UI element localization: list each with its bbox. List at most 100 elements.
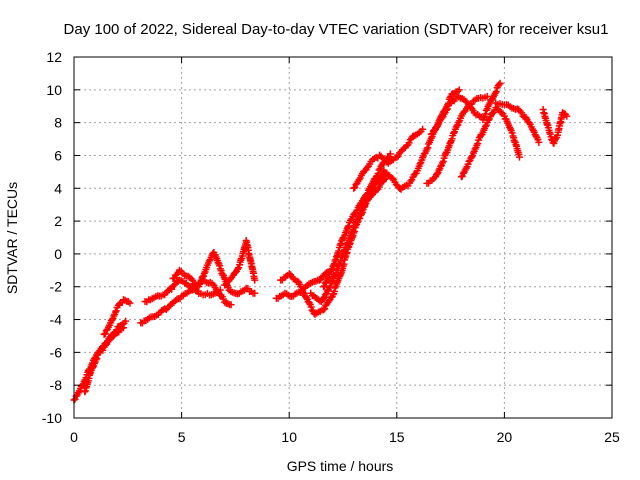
data-point bbox=[535, 138, 543, 146]
data-point bbox=[438, 114, 446, 122]
data-point bbox=[92, 356, 100, 364]
x-tick-label: 10 bbox=[281, 429, 297, 445]
data-point bbox=[375, 183, 383, 191]
data-point bbox=[251, 289, 259, 297]
y-tick-label: -2 bbox=[50, 279, 63, 295]
data-point bbox=[251, 276, 259, 284]
data-point bbox=[321, 305, 329, 313]
y-tick-label: -10 bbox=[42, 410, 62, 426]
data-point bbox=[327, 266, 335, 274]
data-point bbox=[352, 219, 360, 227]
data-point bbox=[374, 169, 382, 177]
data-point bbox=[492, 88, 500, 96]
data-point bbox=[119, 324, 127, 332]
data-point bbox=[386, 150, 394, 158]
x-tick-label: 25 bbox=[604, 429, 620, 445]
data-point bbox=[468, 153, 476, 161]
data-point bbox=[518, 109, 526, 117]
x-tick-label: 20 bbox=[497, 429, 513, 445]
data-point bbox=[111, 308, 119, 316]
data-point bbox=[394, 152, 402, 160]
x-tick-label: 5 bbox=[178, 429, 186, 445]
y-tick-label: 12 bbox=[46, 49, 62, 65]
y-tick-label: 0 bbox=[54, 246, 62, 262]
y-tick-label: -4 bbox=[50, 312, 63, 328]
data-point bbox=[320, 306, 328, 314]
data-point bbox=[439, 157, 447, 165]
data-point bbox=[388, 174, 396, 182]
data-point bbox=[496, 79, 504, 87]
data-point bbox=[364, 190, 372, 198]
data-point bbox=[196, 280, 204, 288]
data-point bbox=[307, 303, 315, 311]
x-tick-label: 0 bbox=[70, 429, 78, 445]
data-point bbox=[126, 299, 134, 307]
data-point bbox=[319, 294, 327, 302]
data-point bbox=[100, 330, 108, 338]
data-point bbox=[321, 291, 329, 299]
y-axis-label: SDTVAR / TECUs bbox=[4, 182, 20, 294]
data-point bbox=[297, 283, 305, 291]
data-point bbox=[419, 125, 427, 133]
data-point bbox=[563, 112, 571, 120]
data-point bbox=[381, 175, 389, 183]
y-tick-label: 8 bbox=[54, 115, 62, 131]
data-point bbox=[483, 92, 491, 100]
data-point bbox=[463, 98, 471, 106]
data-point bbox=[442, 106, 450, 114]
data-point bbox=[112, 307, 120, 315]
data-point bbox=[189, 276, 197, 284]
data-point bbox=[224, 300, 232, 308]
y-tick-label: -8 bbox=[50, 377, 63, 393]
data-point bbox=[474, 139, 482, 147]
data-point bbox=[455, 86, 463, 94]
x-axis-label: GPS time / hours bbox=[287, 458, 394, 474]
data-point bbox=[481, 122, 489, 130]
data-point bbox=[325, 297, 333, 305]
data-point bbox=[234, 265, 242, 273]
data-point bbox=[471, 145, 479, 153]
data-point bbox=[407, 177, 415, 185]
data-point bbox=[363, 191, 371, 199]
y-tick-label: 2 bbox=[54, 213, 62, 229]
data-point bbox=[450, 129, 458, 137]
data-point bbox=[99, 346, 107, 354]
x-tick-label: 15 bbox=[389, 429, 405, 445]
data-point bbox=[93, 354, 101, 362]
data-point bbox=[393, 153, 401, 161]
data-point bbox=[227, 301, 235, 309]
data-point bbox=[347, 216, 355, 224]
data-point bbox=[216, 286, 224, 294]
data-point bbox=[484, 116, 492, 124]
data-point bbox=[435, 166, 443, 174]
data-point bbox=[89, 363, 97, 371]
data-point bbox=[481, 110, 489, 118]
data-point bbox=[344, 223, 352, 231]
plot-frame bbox=[73, 56, 613, 419]
y-tick-label: 6 bbox=[54, 147, 62, 163]
y-tick-label: -6 bbox=[50, 344, 63, 360]
data-point bbox=[416, 160, 424, 168]
data-point bbox=[508, 129, 516, 137]
data-point bbox=[226, 275, 234, 283]
data-point bbox=[424, 144, 432, 152]
data-point bbox=[108, 316, 116, 324]
data-point bbox=[345, 222, 353, 230]
data-point bbox=[433, 122, 441, 130]
data-point bbox=[305, 299, 313, 307]
y-tick-label: 10 bbox=[46, 82, 62, 98]
data-point bbox=[423, 145, 431, 153]
data-point bbox=[443, 105, 451, 113]
data-point bbox=[515, 153, 523, 161]
ticks-layer: 0 5 10 15 20 25 -10 -8 -6 -4 -2 0 2 4 6 8 10 12 bbox=[42, 49, 620, 445]
data-point bbox=[532, 132, 540, 140]
data-point bbox=[433, 170, 441, 178]
data-layer bbox=[70, 79, 571, 404]
data-point bbox=[122, 317, 130, 325]
data-point bbox=[405, 139, 413, 147]
y-tick-label: 4 bbox=[54, 180, 62, 196]
data-point bbox=[205, 257, 213, 265]
chart-title: Day 100 of 2022, Sidereal Day-to-day VTE… bbox=[64, 21, 609, 38]
data-point bbox=[495, 80, 503, 88]
